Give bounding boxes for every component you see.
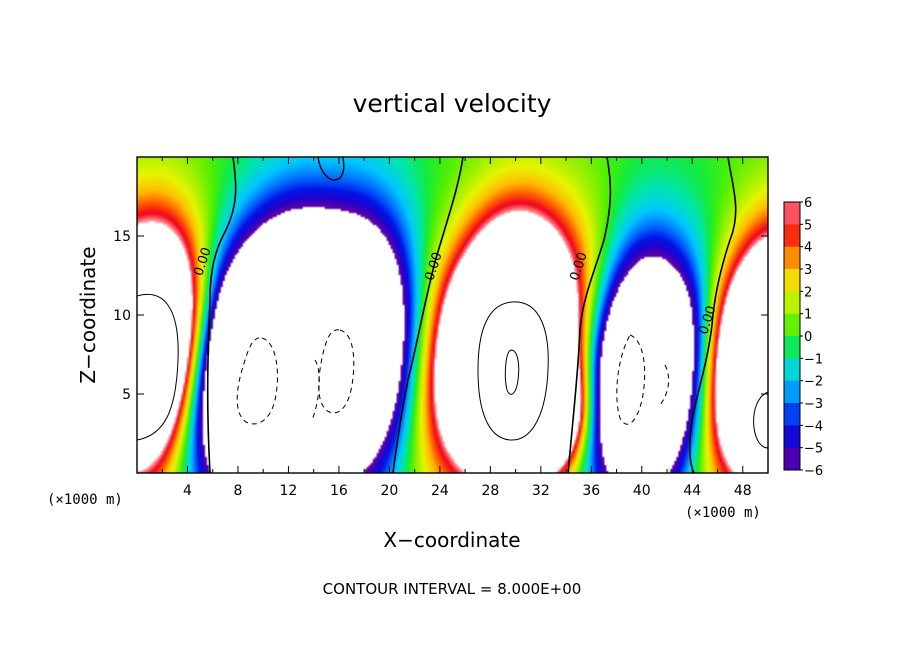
y-tick-label: 10 bbox=[113, 308, 131, 324]
negative-contour-line bbox=[311, 359, 320, 421]
positive-contour-line bbox=[753, 391, 768, 449]
x-tick-label: 40 bbox=[633, 483, 651, 499]
negative-contour-line bbox=[659, 364, 670, 406]
colorbar: 6 5 4 3 2 1 0 −1 −2 −3 −4 −5 −6 bbox=[783, 196, 823, 479]
heatmap-field bbox=[137, 157, 768, 473]
x-tick-label: 28 bbox=[481, 483, 499, 499]
colorbar-swatch bbox=[784, 403, 800, 426]
x-tick-label: 44 bbox=[683, 483, 701, 499]
colorbar-label: 3 bbox=[804, 263, 812, 278]
x-unit-label-left: (×1000 m) bbox=[47, 492, 123, 508]
colorbar-label: −1 bbox=[804, 352, 823, 367]
y-axis-label: Z−coordinate bbox=[76, 246, 100, 383]
zero-contour-line bbox=[392, 157, 464, 473]
colorbar-swatch bbox=[784, 269, 800, 292]
zero-contour-line bbox=[317, 157, 345, 181]
negative-contour-line bbox=[236, 337, 278, 425]
colorbar-label: −3 bbox=[804, 397, 823, 412]
colorbar-swatch bbox=[784, 224, 800, 248]
y-tick-label: 15 bbox=[113, 229, 131, 245]
colorbar-label: −2 bbox=[804, 375, 823, 390]
colorbar-swatch bbox=[784, 447, 800, 471]
colorbar-label: −6 bbox=[804, 464, 823, 479]
x-unit-label-right: (×1000 m) bbox=[685, 505, 761, 521]
contour-lines bbox=[137, 157, 768, 473]
colorbar-label: 5 bbox=[804, 218, 812, 233]
colorbar-swatch bbox=[784, 358, 800, 382]
colorbar-label: 6 bbox=[804, 196, 812, 211]
colorbar-label: −5 bbox=[804, 442, 823, 457]
x-tick-label: 16 bbox=[330, 483, 348, 499]
x-tick-label: 24 bbox=[431, 483, 449, 499]
y-tick-label: 5 bbox=[122, 387, 131, 403]
y-axis-ticks: 5 10 15 bbox=[113, 229, 768, 403]
colorbar-swatch bbox=[784, 425, 800, 449]
positive-contour-line bbox=[504, 349, 520, 395]
x-tick-label: 8 bbox=[233, 483, 242, 499]
negative-contour-line bbox=[616, 334, 646, 425]
positive-contour-line bbox=[477, 301, 549, 441]
x-tick-label: 4 bbox=[183, 483, 192, 499]
colorbar-swatch bbox=[784, 291, 800, 315]
colorbar-label: 4 bbox=[804, 241, 812, 256]
contour-interval-note: CONTOUR INTERVAL = 8.000E+00 bbox=[323, 580, 582, 598]
chart-title: vertical velocity bbox=[353, 89, 552, 118]
zero-contour-line bbox=[206, 157, 237, 473]
x-tick-label: 32 bbox=[532, 483, 550, 499]
x-tick-label: 48 bbox=[734, 483, 752, 499]
x-tick-label: 12 bbox=[280, 483, 298, 499]
colorbar-swatch bbox=[784, 246, 800, 270]
colorbar-label: 1 bbox=[804, 308, 812, 323]
contour-labels: 0.00 0.00 0.000.00 bbox=[191, 246, 719, 337]
zero-contour-line bbox=[567, 157, 612, 473]
colorbar-swatch bbox=[784, 336, 800, 359]
zero-contour-line bbox=[689, 157, 737, 473]
velocity-field-image bbox=[137, 157, 768, 473]
colorbar-label: 0 bbox=[804, 330, 812, 345]
colorbar-label: 2 bbox=[804, 285, 812, 300]
colorbar-swatch bbox=[784, 380, 800, 404]
colorbar-label: −4 bbox=[804, 419, 823, 434]
x-tick-label: 20 bbox=[380, 483, 398, 499]
positive-contour-line bbox=[137, 294, 179, 441]
negative-contour-line bbox=[318, 329, 355, 414]
x-axis-ticks: 4 8 12 16 20 24 28 32 36 40 44 48 bbox=[161, 157, 752, 499]
x-axis-label: X−coordinate bbox=[383, 528, 520, 552]
colorbar-swatch bbox=[784, 202, 800, 225]
x-tick-label: 36 bbox=[582, 483, 600, 499]
colorbar-swatch bbox=[784, 313, 800, 337]
